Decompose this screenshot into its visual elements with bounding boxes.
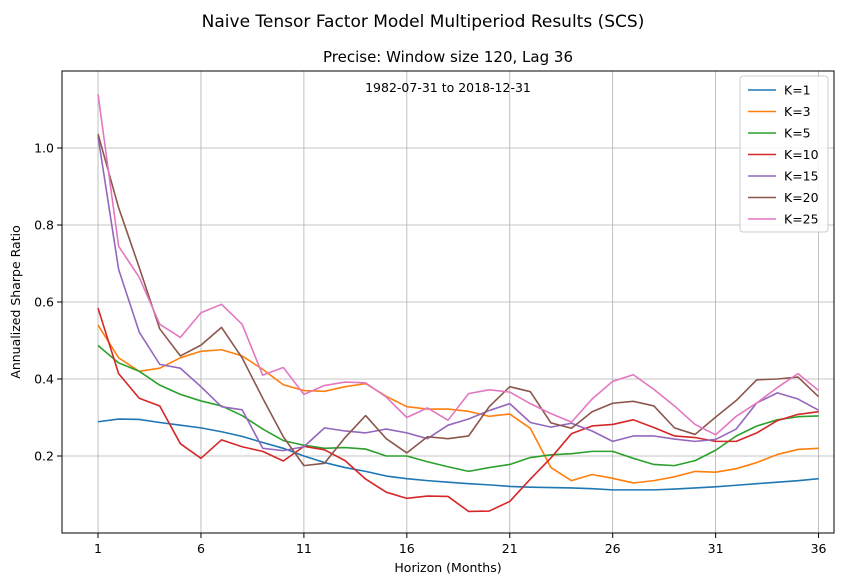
y-axis-label: Annualized Sharpe Ratio bbox=[8, 225, 23, 378]
series-line-k10 bbox=[97, 307, 819, 513]
x-tick-label: 31 bbox=[708, 541, 724, 556]
legend-label-k3: K=3 bbox=[784, 104, 811, 119]
series-line-k20 bbox=[97, 133, 820, 467]
legend-label-k20: K=20 bbox=[784, 190, 819, 205]
x-tick-label: 1 bbox=[94, 541, 102, 556]
x-tick-label: 11 bbox=[296, 541, 312, 556]
legend-label-k1: K=1 bbox=[784, 83, 811, 98]
y-axis-ticks: 0.2 0.4 0.6 0.8 1.0 bbox=[34, 141, 62, 464]
grid-lines bbox=[62, 71, 834, 533]
legend-label-k10: K=10 bbox=[784, 147, 819, 162]
y-tick-label: 0.2 bbox=[34, 449, 54, 464]
y-tick-label: 0.8 bbox=[34, 218, 54, 233]
x-tick-label: 36 bbox=[811, 541, 827, 556]
y-tick-label: 0.6 bbox=[34, 295, 54, 310]
series-line-k5 bbox=[97, 344, 819, 473]
series-line-k1 bbox=[97, 418, 819, 491]
y-tick-label: 1.0 bbox=[34, 141, 54, 156]
legend-label-k5: K=5 bbox=[784, 126, 811, 141]
chart-title: Precise: Window size 120, Lag 36 bbox=[323, 48, 573, 66]
x-tick-label: 26 bbox=[605, 541, 621, 556]
series-line-k15 bbox=[97, 136, 819, 452]
chart-suptitle: Naive Tensor Factor Model Multiperiod Re… bbox=[202, 12, 645, 32]
x-tick-label: 21 bbox=[502, 541, 518, 556]
series-line-k25 bbox=[97, 93, 820, 436]
legend-label-k15: K=15 bbox=[784, 169, 819, 184]
x-tick-label: 16 bbox=[399, 541, 415, 556]
legend-label-k25: K=25 bbox=[784, 212, 819, 227]
series-lines bbox=[97, 93, 820, 513]
y-tick-label: 0.4 bbox=[34, 372, 54, 387]
x-axis-ticks: 1 6 11 16 21 26 31 36 bbox=[94, 533, 827, 556]
date-range-annotation: 1982-07-31 to 2018-12-31 bbox=[365, 80, 531, 95]
legend-frame bbox=[739, 75, 829, 233]
x-axis-label: Horizon (Months) bbox=[394, 560, 501, 575]
x-tick-label: 6 bbox=[197, 541, 205, 556]
legend: K=1 K=3 K=5 K=10 K=15 K=20 K=25 bbox=[739, 75, 829, 233]
series-line-k3 bbox=[97, 324, 819, 484]
